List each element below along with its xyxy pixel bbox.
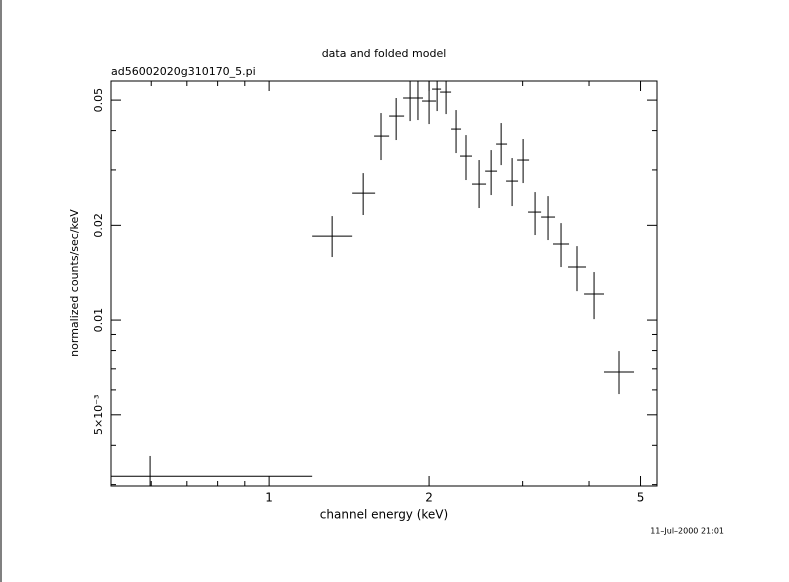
y-tick-label: 0.01: [92, 308, 105, 333]
x-tick-label: 5: [637, 491, 645, 505]
y-tick-label: 5×10⁻³: [92, 395, 105, 435]
chart-title: data and folded model: [322, 47, 447, 60]
x-tick-label: 2: [425, 491, 433, 505]
y-tick-label: 0.05: [92, 88, 105, 113]
y-tick-label: 0.02: [92, 213, 105, 238]
y-axis-label: normalized counts/sec/keV: [68, 209, 81, 357]
x-axis-label: channel energy (keV): [320, 508, 448, 522]
chart-subtitle: ad56002020g310170_5.pi: [111, 65, 256, 78]
timestamp: 11–Jul–2000 21:01: [650, 527, 724, 536]
x-tick-label: 1: [265, 491, 273, 505]
plot-frame: [110, 80, 658, 487]
